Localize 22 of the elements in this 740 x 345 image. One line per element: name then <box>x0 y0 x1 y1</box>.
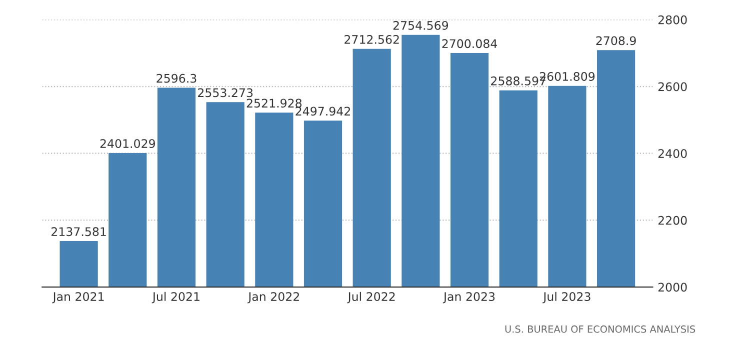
data-label: 2708.9 <box>596 36 636 46</box>
data-label: 2712.562 <box>344 35 399 44</box>
data-label: 2137.581 <box>52 227 106 236</box>
x-tick-label: Jan 2023 <box>442 292 495 304</box>
data-label: 2521.928 <box>246 98 302 108</box>
y-tick-label: 2600 <box>658 82 687 92</box>
y-tick-label: 2400 <box>658 149 687 158</box>
x-tick-label: Jul 2021 <box>152 292 200 304</box>
data-label: 2596.3 <box>156 74 196 83</box>
x-tick-label: Jan 2022 <box>248 292 299 304</box>
data-label: 2553.273 <box>198 88 253 98</box>
text: U.S. BUREAU OF ECONOMICS ANALYSIS <box>505 325 696 333</box>
x-tick-label: Jan 2021 <box>52 292 104 304</box>
data-label: 2401.029 <box>100 139 155 148</box>
y-tick-label: 2800 <box>658 15 687 24</box>
y-tick-label: 2200 <box>658 216 687 225</box>
x-tick-label: Jul 2022 <box>347 292 395 304</box>
data-label: 2497.942 <box>296 106 350 116</box>
x-tick-label: Jul 2023 <box>542 292 590 304</box>
y-tick-label: 2000 <box>658 282 687 292</box>
data-label: 2754.569 <box>393 20 448 30</box>
data-label: 2700.084 <box>442 39 498 48</box>
